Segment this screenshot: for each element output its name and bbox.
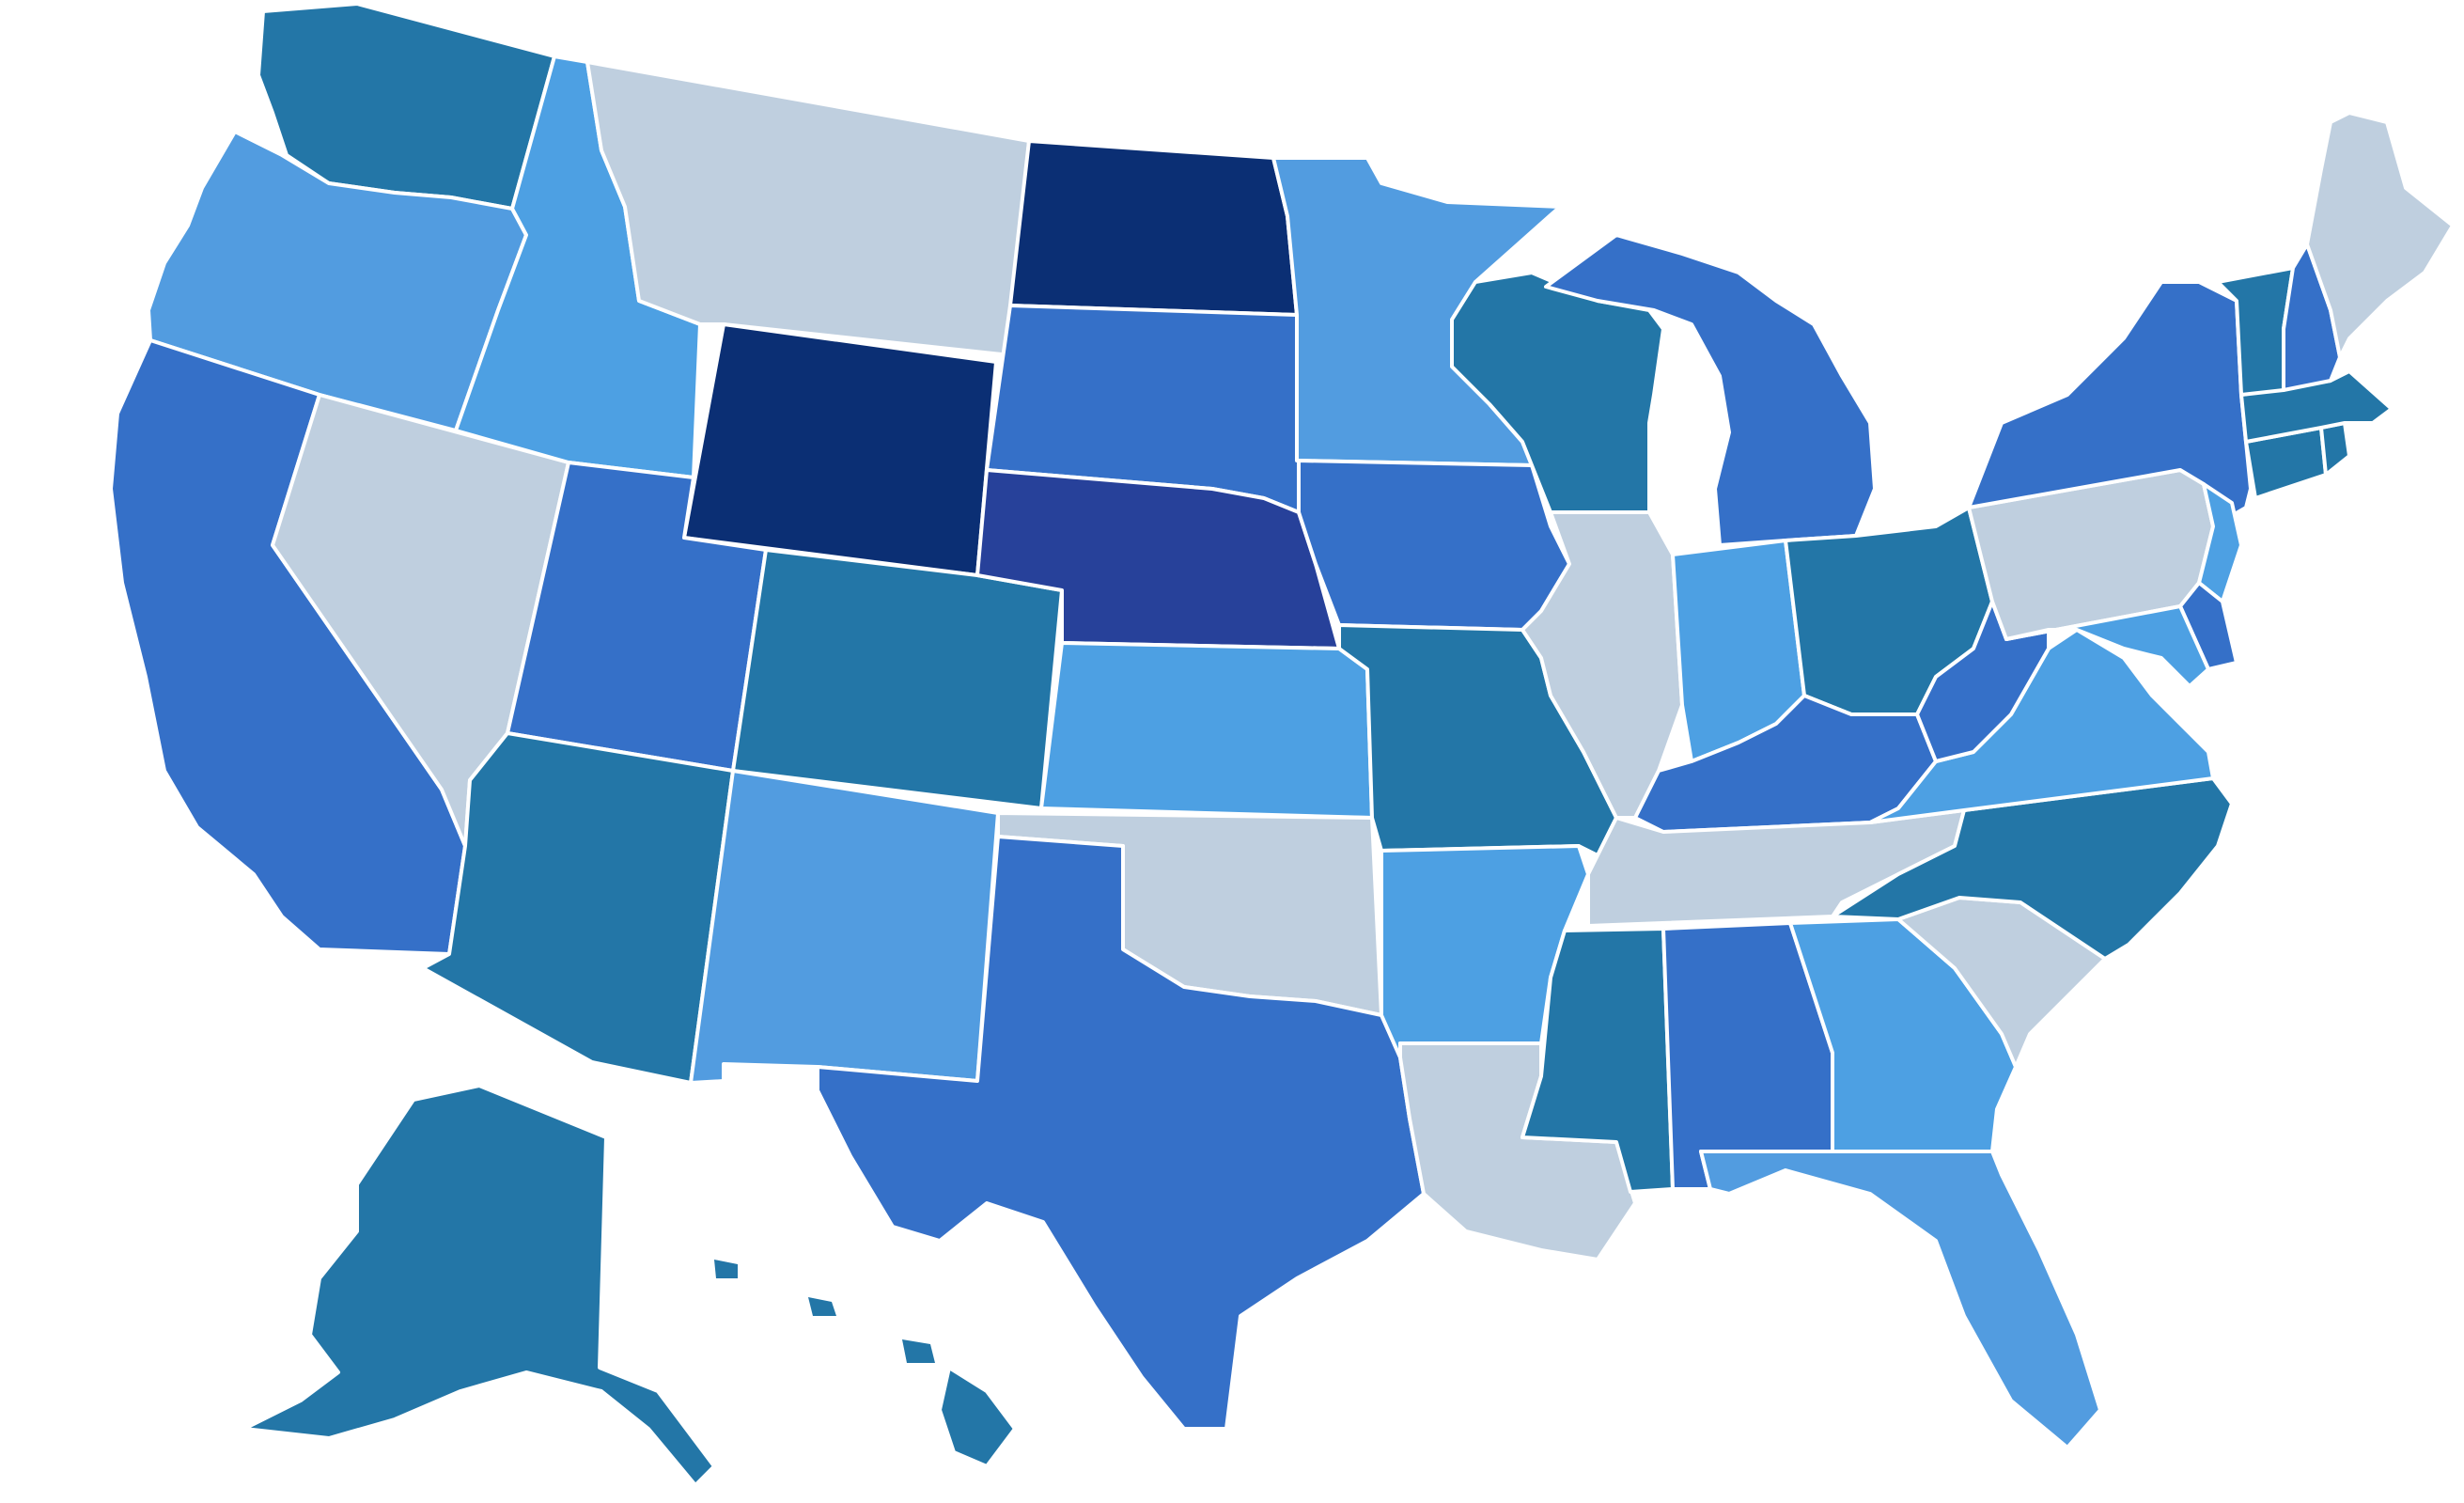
- state-fl[interactable]: [1699, 1150, 2102, 1449]
- state-hi[interactable]: [938, 1366, 1017, 1468]
- state-tx[interactable]: [816, 835, 1426, 1431]
- state-ri[interactable]: [2319, 421, 2351, 477]
- state-co[interactable]: [731, 548, 1064, 810]
- state-hi-maui: [902, 1339, 935, 1363]
- state-ak[interactable]: [242, 1084, 716, 1487]
- state-md[interactable]: [2004, 604, 2210, 688]
- state-hi-oahu: [808, 1297, 836, 1316]
- state-nd[interactable]: [1008, 139, 1299, 317]
- state-hi-kauai: [714, 1260, 738, 1278]
- state-ne[interactable]: [975, 468, 1341, 650]
- state-az[interactable]: [421, 731, 735, 1085]
- state-wy[interactable]: [682, 322, 998, 577]
- state-nc[interactable]: [1831, 776, 2234, 961]
- state-nm[interactable]: [689, 769, 1000, 1085]
- state-ks[interactable]: [1039, 641, 1374, 820]
- state-me[interactable]: [2305, 111, 2455, 359]
- state-ia[interactable]: [1297, 459, 1571, 632]
